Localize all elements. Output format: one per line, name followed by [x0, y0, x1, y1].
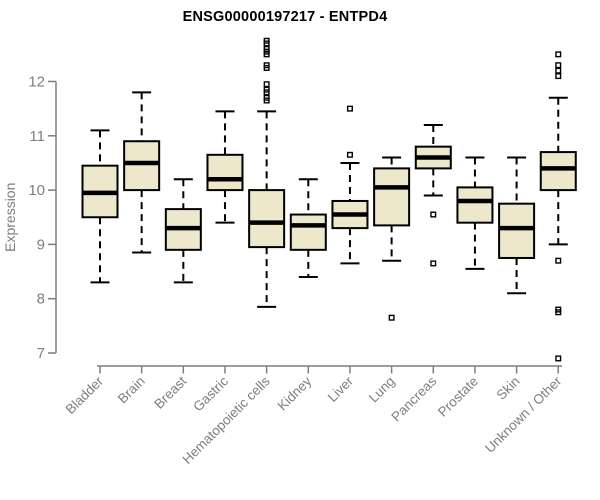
- x-tick-label: Breast: [151, 373, 189, 411]
- outlier-point: [430, 211, 437, 218]
- boxplot-gastric: [206, 110, 244, 224]
- chart-title: ENSG00000197217 - ENTPD4: [182, 9, 388, 25]
- boxplot-pancreas: [414, 123, 452, 267]
- iqr-box: [248, 189, 286, 249]
- outlier-point: [346, 105, 353, 112]
- outlier-point: [263, 40, 270, 47]
- y-tick-label: 10: [28, 182, 45, 199]
- y-axis-title: Expression: [2, 183, 18, 252]
- x-tick-label: Gastric: [190, 373, 231, 414]
- outlier-point: [388, 314, 395, 321]
- boxplot-unknown-other: [539, 51, 577, 362]
- outlier-point: [555, 309, 562, 316]
- x-tick-label: Pancreas: [388, 373, 439, 424]
- iqr-box: [456, 186, 494, 224]
- boxplot-lung: [373, 156, 411, 321]
- outlier-point: [263, 81, 270, 88]
- boxplot-brain: [123, 91, 161, 254]
- x-tick-label: Unknown / Other: [482, 373, 565, 456]
- boxplot-bladder: [81, 129, 119, 284]
- y-tick-label: 7: [37, 345, 45, 362]
- boxplot-hematopoietic-cells: [248, 37, 286, 308]
- x-tick-label: Brain: [115, 374, 148, 407]
- outlier-point: [263, 51, 270, 58]
- x-tick-label: Skin: [494, 374, 523, 403]
- outlier-point: [430, 260, 437, 267]
- boxplot-skin: [498, 156, 536, 295]
- outlier-point: [346, 151, 353, 158]
- iqr-box: [123, 140, 161, 192]
- iqr-box: [498, 202, 536, 259]
- x-tick-label: Liver: [325, 373, 357, 405]
- boxplot-liver: [331, 105, 369, 265]
- boxplot-breast: [164, 178, 202, 284]
- outlier-point: [263, 97, 270, 104]
- y-tick-label: 8: [37, 291, 45, 308]
- iqr-box: [539, 151, 577, 192]
- y-tick-label: 9: [37, 236, 45, 253]
- outlier-point: [555, 51, 562, 58]
- outlier-point: [263, 64, 270, 71]
- outlier-point: [555, 73, 562, 80]
- iqr-box: [289, 213, 327, 251]
- outlier-point: [263, 89, 270, 96]
- iqr-box: [373, 167, 411, 227]
- x-tick-label: Kidney: [275, 373, 315, 413]
- x-tick-label: Prostate: [435, 374, 481, 420]
- x-tick-label: Bladder: [63, 373, 107, 417]
- outlier-point: [555, 62, 562, 69]
- iqr-box: [206, 153, 244, 192]
- x-tick-label: Lung: [366, 374, 398, 406]
- outlier-point: [555, 67, 562, 74]
- y-axis: 7 8 9 10 11 12 Expression: [2, 74, 57, 362]
- outlier-point: [555, 355, 562, 362]
- y-tick-label: 12: [28, 74, 45, 91]
- y-tick-label: 11: [29, 128, 45, 145]
- outlier-point: [555, 257, 562, 264]
- boxplot-prostate: [456, 156, 494, 270]
- boxplot-kidney: [289, 178, 327, 278]
